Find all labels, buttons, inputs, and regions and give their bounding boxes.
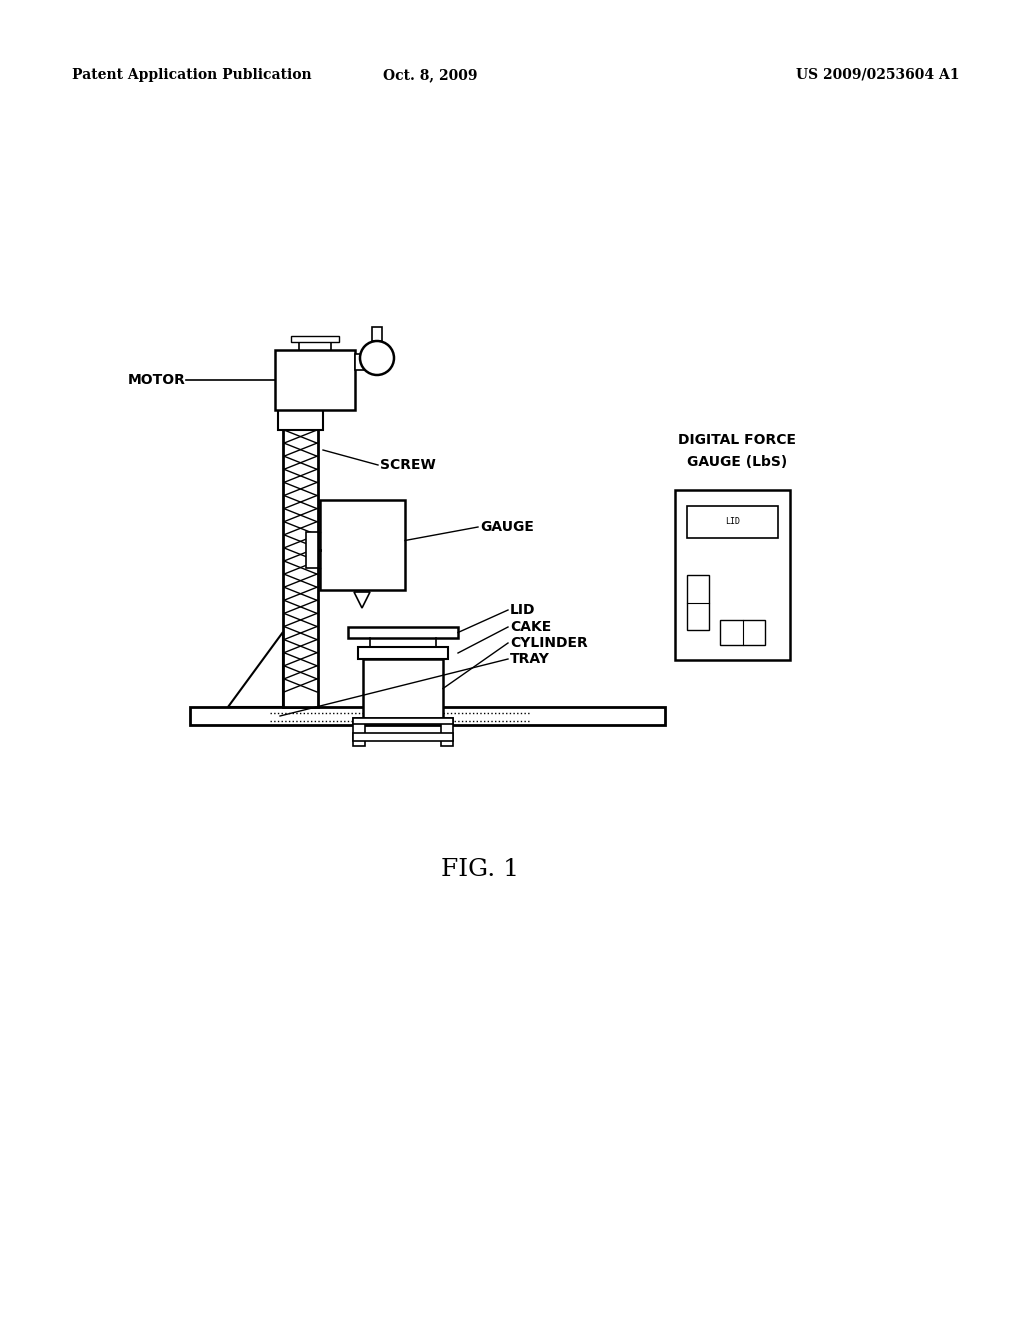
Text: MOTOR: MOTOR [128,374,186,387]
Bar [362,659,443,718]
Text: Patent Application Publication: Patent Application Publication [72,69,311,82]
Polygon shape [228,632,283,708]
Text: DIGITAL FORCE: DIGITAL FORCE [679,433,797,447]
Bar [441,718,453,746]
Bar [720,620,765,645]
Bar [291,337,339,342]
Bar [319,500,406,590]
Text: CAKE: CAKE [510,620,551,634]
Bar [687,576,709,630]
Bar [306,532,318,568]
Text: GAUGE (LbS): GAUGE (LbS) [687,455,787,469]
Bar [353,718,453,723]
Text: SCREW: SCREW [380,458,436,473]
Bar [355,354,377,370]
Text: CYLINDER: CYLINDER [510,636,588,649]
Circle shape [360,341,394,375]
Text: TRAY: TRAY [510,652,550,667]
Bar [275,350,355,411]
Bar [372,327,382,341]
Bar [358,647,449,659]
Bar [687,506,778,539]
Polygon shape [354,591,370,609]
Text: FIG. 1: FIG. 1 [441,858,519,882]
Text: Oct. 8, 2009: Oct. 8, 2009 [383,69,477,82]
Text: LID: LID [725,517,740,527]
Bar [675,490,790,660]
Bar [353,733,453,741]
Bar [353,718,365,746]
Text: GAUGE: GAUGE [480,520,534,535]
Bar [348,627,458,638]
Bar [283,414,318,708]
Text: LID: LID [510,603,536,616]
Text: US 2009/0253604 A1: US 2009/0253604 A1 [797,69,961,82]
Bar [278,408,323,430]
Bar [190,708,665,725]
